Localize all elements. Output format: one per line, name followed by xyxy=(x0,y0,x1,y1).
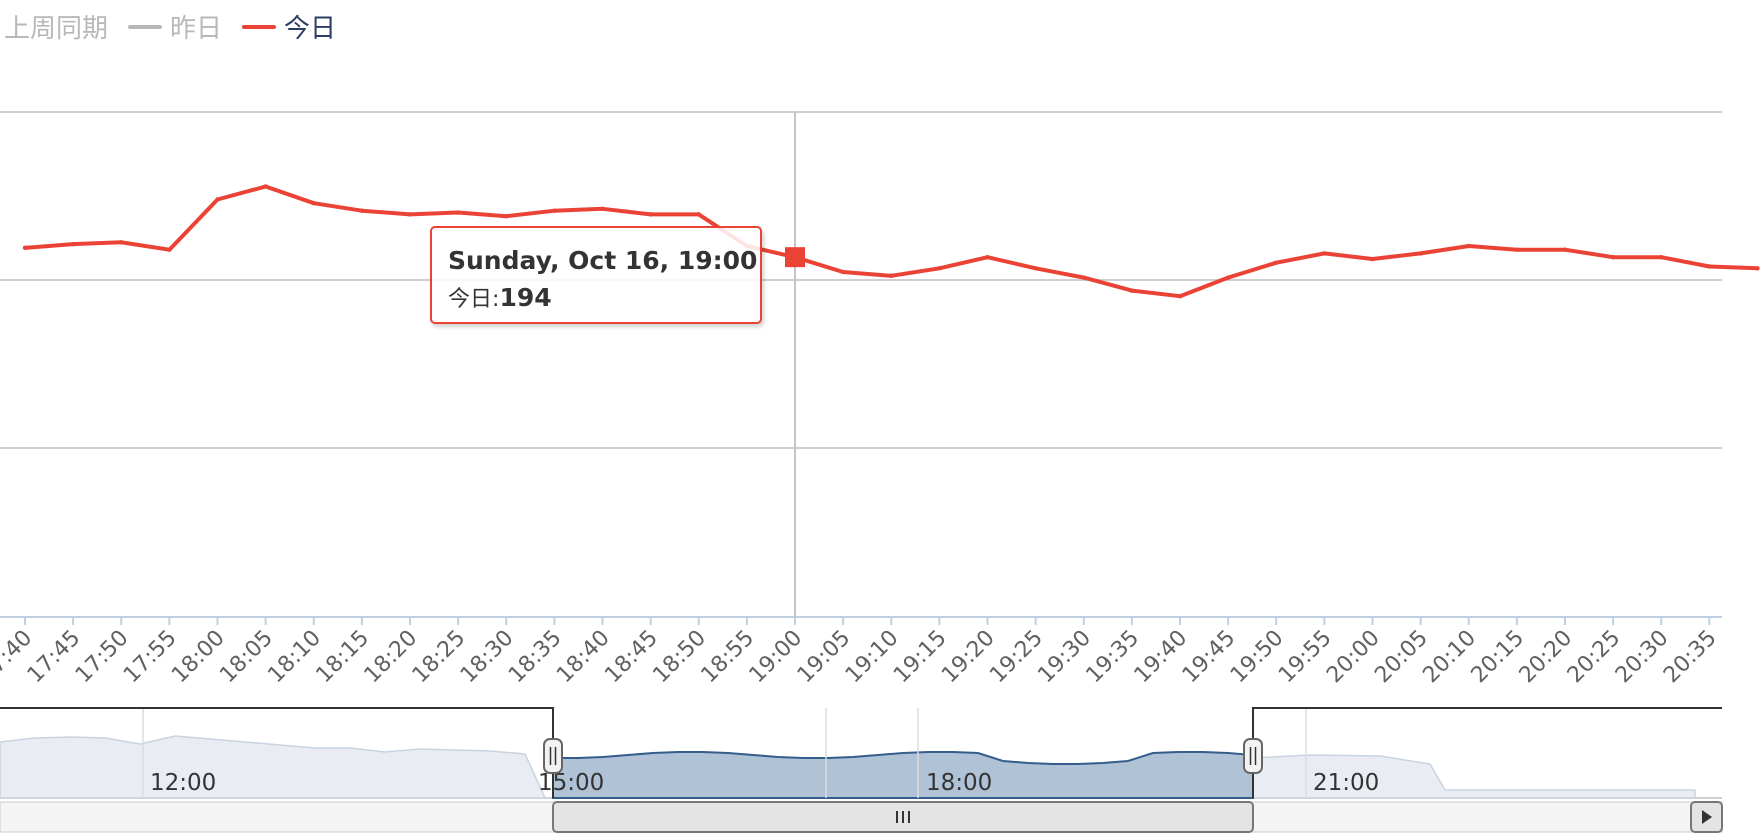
x-tick-label: 17:50 xyxy=(71,626,134,689)
highlight-marker xyxy=(785,247,805,268)
navigator-handle-right[interactable] xyxy=(1243,738,1263,774)
x-tick-label: 18:20 xyxy=(360,626,423,689)
x-tick-label: 18:05 xyxy=(215,626,278,689)
x-tick-label: 20:00 xyxy=(1322,626,1385,689)
navigator-label: 15:00 xyxy=(538,770,604,796)
data-point xyxy=(22,245,28,251)
x-tick-label: 20:35 xyxy=(1659,626,1722,689)
legend-label: 上周同期 xyxy=(4,14,109,44)
x-tick-label: 18:30 xyxy=(456,626,519,689)
x-tick-label: 19:40 xyxy=(1130,626,1193,689)
data-point xyxy=(600,206,605,211)
navigator-overview-area xyxy=(0,735,547,799)
navigator-overview-area xyxy=(1252,754,1696,799)
data-point xyxy=(937,266,942,271)
legend-swatch-icon xyxy=(242,24,277,29)
data-point xyxy=(504,214,509,219)
tooltip-series-name: 今日 xyxy=(448,287,493,312)
x-tick-label: 19:25 xyxy=(985,626,1048,689)
x-tick-label: 20:15 xyxy=(1467,626,1530,689)
data-point xyxy=(840,269,846,275)
x-tick-label: 19:55 xyxy=(1274,626,1337,689)
data-point xyxy=(455,210,461,215)
x-tick-label: 20:10 xyxy=(1418,626,1481,689)
data-point xyxy=(311,201,316,206)
data-point xyxy=(1755,266,1760,271)
x-tick-label: 19:20 xyxy=(937,626,1000,689)
x-tick-label: 18:35 xyxy=(504,626,567,689)
tooltip-separator: : xyxy=(492,287,500,312)
navigator-label: 12:00 xyxy=(150,770,216,796)
data-point xyxy=(263,184,268,189)
data-point xyxy=(359,208,365,213)
x-tick-label: 19:50 xyxy=(1226,626,1289,689)
data-point xyxy=(70,241,76,247)
data-point xyxy=(1274,260,1279,265)
data-point xyxy=(985,254,990,260)
tooltip-title: Sunday, Oct 16, 19:00 xyxy=(448,246,758,275)
chart-legend: 上周同期 昨日 今日 xyxy=(4,8,356,45)
x-tick-label: 20:05 xyxy=(1370,626,1433,689)
x-tick-label: 19:45 xyxy=(1178,626,1241,689)
tooltip-value-line: 今日:194 xyxy=(448,281,744,313)
data-point xyxy=(1370,256,1375,262)
data-point xyxy=(1514,247,1520,252)
x-tick-label: 20:25 xyxy=(1563,626,1626,689)
data-point xyxy=(1418,251,1423,256)
data-point xyxy=(889,273,894,278)
data-point xyxy=(552,208,557,213)
navigator-selected-area xyxy=(552,751,1254,799)
legend-item-today[interactable]: 今日 xyxy=(242,8,336,45)
navigator-label: 18:00 xyxy=(926,770,992,796)
navigator-label: 21:00 xyxy=(1313,770,1379,796)
x-tick-label: 18:55 xyxy=(697,626,760,689)
x-tick-label: 17:45 xyxy=(23,626,86,689)
data-point xyxy=(1707,264,1712,269)
data-point xyxy=(1610,254,1616,260)
x-tick-label: 20:20 xyxy=(1515,626,1578,689)
x-tick-label: 19:10 xyxy=(841,626,904,689)
legend-label: 今日 xyxy=(284,14,337,44)
data-point xyxy=(407,212,413,217)
x-tick-label: 18:45 xyxy=(600,626,663,689)
x-tick-label: 19:00 xyxy=(745,626,808,689)
x-tick-label: 19:05 xyxy=(793,626,856,689)
data-point xyxy=(1466,243,1471,249)
data-point xyxy=(1033,266,1038,271)
legend-item-yesterday[interactable]: 昨日 xyxy=(128,8,222,45)
x-tick-label: 18:10 xyxy=(263,626,326,689)
legend-swatch-icon xyxy=(128,24,163,29)
x-tick-label: 17:55 xyxy=(119,626,182,689)
data-point xyxy=(167,247,172,252)
data-point xyxy=(119,240,124,245)
navigator-handle-left[interactable] xyxy=(543,738,563,774)
data-point xyxy=(696,212,701,217)
x-tick-label: 18:40 xyxy=(552,626,615,689)
legend-label: 昨日 xyxy=(170,14,223,44)
x-tick-label: 19:30 xyxy=(1033,626,1096,689)
legend-item-last-week[interactable]: 上周同期 xyxy=(4,8,108,45)
x-tick-label: 20:30 xyxy=(1611,626,1674,689)
x-tick-label: 18:25 xyxy=(408,626,471,689)
data-point xyxy=(1659,254,1664,260)
arrow-right-icon xyxy=(1702,810,1712,824)
data-point xyxy=(1177,294,1183,299)
data-point xyxy=(1225,275,1231,280)
x-tick-label: 18:00 xyxy=(167,626,230,689)
x-tick-label: 18:50 xyxy=(648,626,711,689)
data-point xyxy=(648,212,653,217)
chart-tooltip: Sunday, Oct 16, 19:00 今日:194 xyxy=(430,226,762,324)
data-point xyxy=(1081,275,1086,280)
x-tick-label: 19:35 xyxy=(1082,626,1145,689)
tooltip-value: 194 xyxy=(499,283,552,312)
x-tick-label: 18:15 xyxy=(312,626,375,689)
data-point xyxy=(1129,288,1135,293)
data-point xyxy=(215,197,220,202)
x-tick-label: 19:15 xyxy=(889,626,952,689)
data-point xyxy=(1322,251,1327,256)
data-point xyxy=(1562,247,1568,252)
